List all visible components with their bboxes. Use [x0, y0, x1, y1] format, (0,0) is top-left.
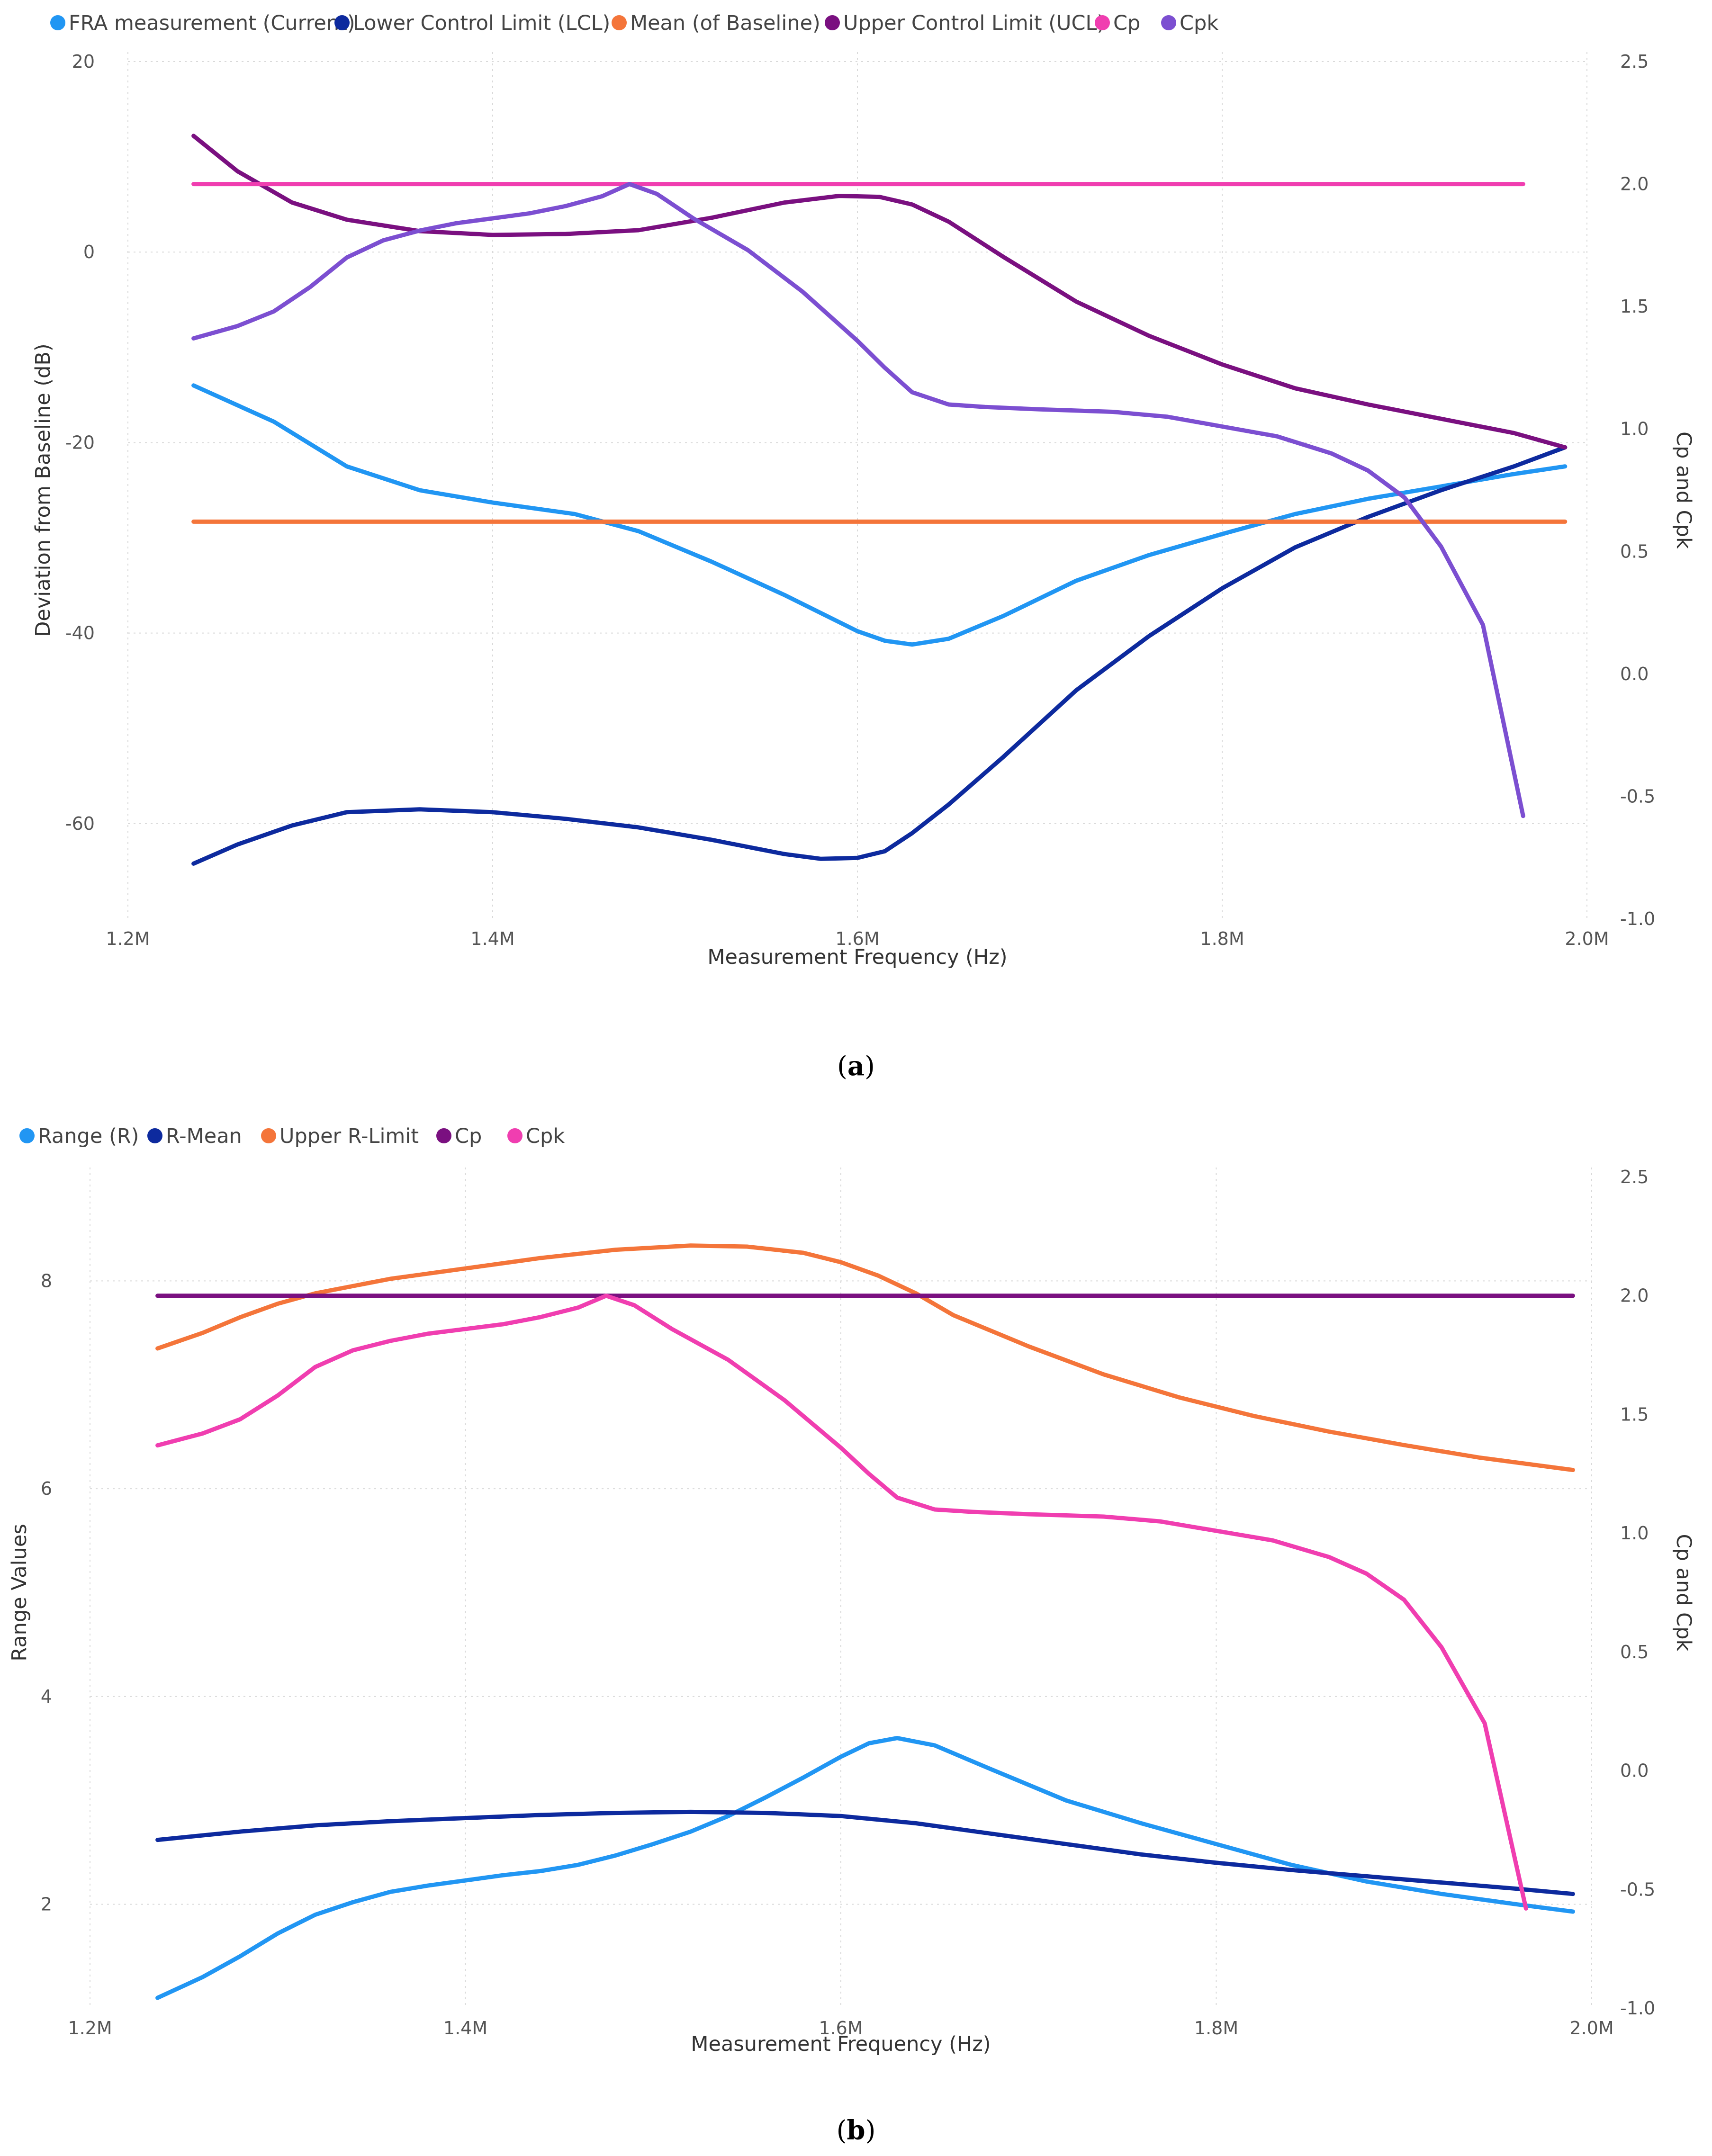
- x-tick-label: 2.0M: [1569, 2018, 1613, 2039]
- legend-label: Cp: [1113, 11, 1140, 35]
- legend-label: Range (R): [38, 1124, 139, 1148]
- y2-tick-label: 2.0: [1620, 174, 1649, 195]
- legend-label: Cpk: [1180, 11, 1218, 35]
- legend-label: Mean (of Baseline): [630, 11, 820, 35]
- y2-tick-label: 0.5: [1620, 541, 1649, 562]
- x-tick-label: 2.0M: [1565, 928, 1609, 949]
- x-tick-label: 1.4M: [443, 2018, 487, 2039]
- y2-tick-label: 2.0: [1620, 1285, 1649, 1306]
- y2-tick-label: 0.5: [1620, 1642, 1649, 1662]
- x-axis-title: Measurement Frequency (Hz): [691, 2032, 991, 2056]
- y2-tick-label: 1.0: [1620, 1523, 1649, 1544]
- chart-b: 1.2M 1.4M 1.6M 1.8M 2.0M 8 6 4 2 2.5 2.0 1.5 1.0 0.5 0…: [8, 1124, 1695, 2056]
- y-tick-label: -20: [65, 432, 95, 453]
- y2-tick-label: 2.5: [1620, 51, 1649, 72]
- y-tick-label: 2: [41, 1894, 52, 1915]
- legend-label: FRA measurement (Current): [69, 11, 355, 35]
- legend-marker: [1095, 15, 1110, 30]
- y2-tick-label: -1.0: [1620, 908, 1655, 929]
- series-line-cpk: [155, 1294, 1528, 1911]
- x-tick-label: 1.8M: [1194, 2018, 1238, 2039]
- legend-marker: [612, 15, 627, 30]
- caption-b-letter: b: [847, 2115, 865, 2146]
- y-axis-title: Range Values: [8, 1524, 31, 1661]
- x-tick-label: 1.6M: [835, 928, 879, 949]
- y2-tick-label: 1.0: [1620, 419, 1649, 440]
- legend-label: Cp: [455, 1124, 482, 1148]
- y2-tick-label: -0.5: [1620, 1879, 1655, 1900]
- series-line-r-mean: [155, 1809, 1575, 1896]
- y-tick-label: 0: [83, 242, 95, 262]
- series-line-lower-control-limit-lcl: [191, 445, 1568, 866]
- legend-label: Upper Control Limit (UCL): [843, 11, 1105, 35]
- series-line-fra-measurement-current: [191, 383, 1568, 647]
- legend-label: Upper R-Limit: [279, 1124, 419, 1148]
- series-line-cpk: [191, 182, 1525, 818]
- x-tick-label: 1.2M: [68, 2018, 112, 2039]
- legend-marker: [261, 1128, 276, 1143]
- x-axis-title: Measurement Frequency (Hz): [707, 945, 1007, 969]
- legend-marker: [147, 1128, 162, 1143]
- x-tick-label: 1.4M: [470, 928, 514, 949]
- series-line-range-r: [155, 1736, 1575, 2000]
- y2-axis-title: Cp and Cpk: [1672, 431, 1695, 549]
- y-tick-label: 20: [72, 51, 95, 72]
- y2-tick-label: 0.0: [1620, 664, 1649, 684]
- legend-marker: [436, 1128, 451, 1143]
- caption-b: (b): [837, 2115, 876, 2146]
- y2-tick-label: -1.0: [1620, 1998, 1655, 2019]
- y-tick-label: -40: [65, 623, 95, 644]
- x-tick-label: 1.8M: [1200, 928, 1244, 949]
- x-tick-label: 1.2M: [106, 928, 150, 949]
- series-line-upper-r-limit: [155, 1243, 1575, 1473]
- legend-marker: [334, 15, 350, 30]
- y2-axis-title: Cp and Cpk: [1672, 1534, 1695, 1652]
- y-tick-label: 6: [41, 1478, 52, 1499]
- y2-tick-label: 1.5: [1620, 296, 1649, 317]
- chart-a: 1.2M 1.4M 1.6M 1.8M 2.0M 20 0 -20 -40 -60 2.5 2.0 1.…: [31, 11, 1695, 969]
- legend-label: Lower Control Limit (LCL): [353, 11, 610, 35]
- legend-marker: [19, 1128, 35, 1143]
- legend-marker: [825, 15, 840, 30]
- series-line-upper-control-limit-ucl: [191, 134, 1568, 449]
- y-tick-label: 8: [41, 1270, 52, 1291]
- y2-tick-label: 1.5: [1620, 1404, 1649, 1425]
- legend-marker: [50, 15, 65, 30]
- y2-tick-label: 2.5: [1620, 1167, 1649, 1187]
- y2-tick-label: -0.5: [1620, 786, 1655, 807]
- caption-a-letter: a: [847, 1051, 865, 1082]
- y-axis-title: Deviation from Baseline (dB): [31, 343, 55, 637]
- y-tick-label: -60: [65, 813, 95, 834]
- legend-marker: [507, 1128, 523, 1143]
- legend-marker: [1161, 15, 1176, 30]
- caption-a: (a): [837, 1051, 875, 1082]
- x-tick-label: 1.6M: [819, 2018, 863, 2039]
- y2-tick-label: 0.0: [1620, 1761, 1649, 1781]
- legend-label: R-Mean: [166, 1124, 242, 1148]
- y-tick-label: 4: [41, 1686, 52, 1707]
- legend-label: Cpk: [526, 1124, 565, 1148]
